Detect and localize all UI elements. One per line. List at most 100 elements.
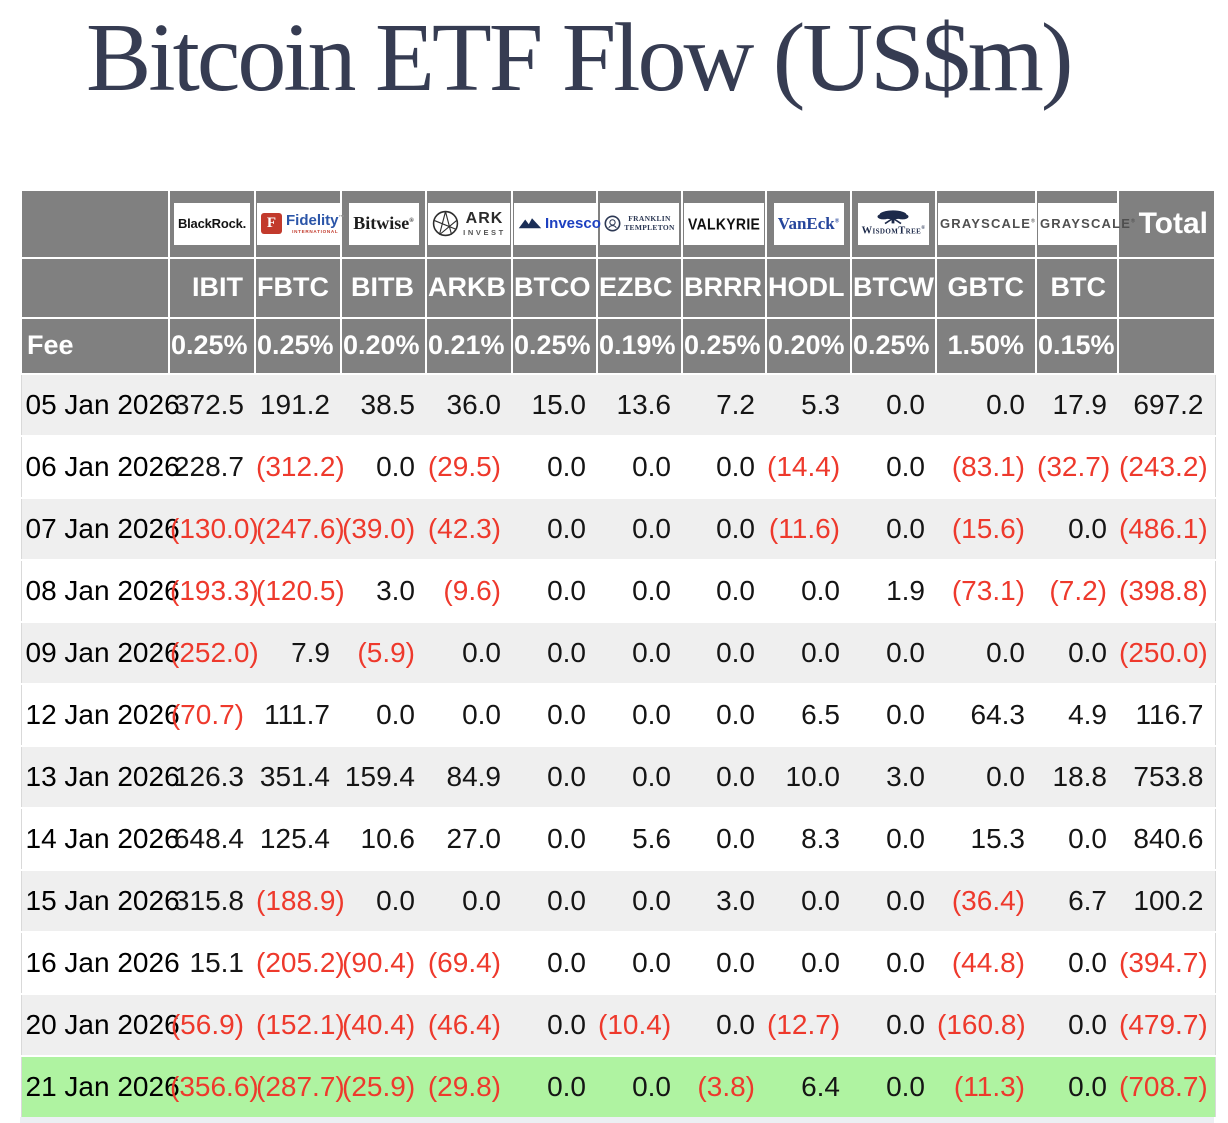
table-row: 08 Jan 2026 (193.3) (120.5) 3.0 (9.6) 0.0 0.0 0… [20,558,1216,622]
fee-cell: 0.20% [340,316,427,375]
flow-value-cell: 0.0 [682,806,766,870]
ark-circle-icon [432,210,459,237]
table-row: 21 Jan 2026 (356.6) (287.7) (25.9) (29.8) 0.0… [20,1054,1216,1117]
flow-value-cell: 351.4 [255,744,341,808]
total-column-header: Total [1117,188,1216,259]
etf-flow-table: BlackRock. F Fidelity™ INTERNATIONAL Bitwise… [20,188,1216,1117]
wisdomtree-tree-icon [877,210,909,225]
flow-value-cell: 0.0 [682,744,766,808]
flow-value-cell: (36.4) [936,868,1036,932]
flow-value-cell: 0.0 [426,868,512,932]
flow-value-cell: 10.6 [341,806,426,870]
issuer-logo-cell: FRANKLIN TEMPLETON [596,188,683,259]
ticker-cell: EZBC [596,256,683,319]
flow-value-cell: (356.6) [169,1054,259,1117]
flow-value-cell: (193.3) [169,558,259,622]
fee-row-total-blank [1117,316,1216,375]
flow-value-cell: 0.0 [597,930,682,994]
table-row: 14 Jan 2026 648.4 125.4 10.6 27.0 0.0 5.6 0.0 8.… [20,806,1216,870]
total-value-cell: 116.7 [1118,682,1216,746]
flow-value-cell: 0.0 [851,868,936,932]
table-row: 05 Jan 2026 372.5 191.2 38.5 36.0 15.0 13.6 7.2… [20,372,1216,436]
franklin-seal-icon [604,215,621,232]
flow-value-cell: (152.1) [255,992,345,1056]
date-cell: 06 Jan 2026 [20,434,180,498]
flow-value-cell: 0.0 [1036,496,1118,560]
flow-value-cell: 0.0 [851,806,936,870]
issuer-logo-box: FRANKLIN TEMPLETON [600,202,679,245]
ticker-cell: ARKB [425,256,513,319]
issuer-logo-box: Invesco [514,202,605,245]
flow-value-cell: 191.2 [255,372,341,436]
flow-value-cell: (10.4) [597,992,682,1056]
flow-value-cell: (90.4) [341,930,426,994]
flow-value-cell: (25.9) [341,1054,426,1117]
flow-value-cell: 13.6 [597,372,682,436]
issuer-logo-cell: BlackRock. [168,188,256,259]
table-row: 13 Jan 2026 126.3 351.4 159.4 84.9 0.0 0.0 0.0 1… [20,744,1216,808]
flow-value-cell: 6.4 [766,1054,851,1117]
flow-value-cell: 0.0 [426,620,512,684]
fee-row: Fee 0.25% 0.25% 0.20% 0.21% 0.25% 0.19% 0.25% 0.… [20,316,1216,375]
flow-value-cell: 0.0 [512,558,597,622]
issuer-logo-cell: VanEck® [765,188,852,259]
table-header: BlackRock. F Fidelity™ INTERNATIONAL Bitwise… [20,188,1216,375]
total-value-cell: (398.8) [1118,558,1216,622]
flow-value-cell: 0.0 [512,868,597,932]
flow-value-cell: (11.3) [936,1054,1036,1117]
flow-value-cell: 10.0 [766,744,851,808]
flow-value-cell: 84.9 [426,744,512,808]
flow-value-cell: 0.0 [766,930,851,994]
flow-value-cell: 0.0 [597,496,682,560]
flow-value-cell: 5.3 [766,372,851,436]
flow-value-cell: 0.0 [682,620,766,684]
ticker-cell: GBTC [935,256,1037,319]
date-cell: 14 Jan 2026 [20,806,180,870]
fee-cell: 0.21% [425,316,513,375]
flow-value-cell: (247.6) [255,496,345,560]
flow-value-cell: 0.0 [512,744,597,808]
table-row: 06 Jan 2026 228.7 (312.2) 0.0 (29.5) 0.0 0.0 0.… [20,434,1216,498]
total-value-cell: (394.7) [1118,930,1216,994]
issuer-logo-box: Bitwise® [348,202,419,245]
flow-value-cell: 0.0 [512,682,597,746]
flow-value-cell: 27.0 [426,806,512,870]
flow-value-cell: 125.4 [255,806,341,870]
fidelity-f-icon: F [261,213,282,235]
flow-value-cell: (40.4) [341,992,426,1056]
grayscale-logo: GRAYSCALE® [939,216,1037,232]
flow-value-cell: (14.4) [766,434,851,498]
flow-value-cell: (120.5) [255,558,345,622]
flow-value-cell: 6.7 [1036,868,1118,932]
flow-value-cell: (69.4) [426,930,512,994]
flow-value-cell: (29.8) [426,1054,512,1117]
total-value-cell: 753.8 [1118,744,1216,808]
flow-value-cell: 0.0 [1036,930,1118,994]
flow-value-cell: (29.5) [426,434,512,498]
flow-value-cell: 64.3 [936,682,1036,746]
flow-value-cell: 0.0 [851,496,936,560]
flow-value-cell: 0.0 [597,558,682,622]
flow-value-cell: 0.0 [766,558,851,622]
flow-value-cell: 15.0 [512,372,597,436]
flow-value-cell: (312.2) [255,434,345,498]
corner-cell [20,188,170,259]
flow-value-cell: 8.3 [766,806,851,870]
table-row: 15 Jan 2026 315.8 (188.9) 0.0 0.0 0.0 0.0 3.0 0.… [20,868,1216,932]
flow-value-cell: 0.0 [597,682,682,746]
flow-value-cell: 0.0 [851,682,936,746]
flow-value-cell: 0.0 [936,372,1036,436]
total-value-cell: (250.0) [1118,620,1216,684]
flow-value-cell: (130.0) [169,496,259,560]
flow-value-cell: 7.2 [682,372,766,436]
date-cell: 15 Jan 2026 [20,868,180,932]
vaneck-logo: VanEck® [777,213,840,233]
flow-value-cell: (32.7) [1036,434,1118,498]
flow-value-cell: 0.0 [597,1054,682,1117]
flow-value-cell: (160.8) [936,992,1036,1056]
page-title: Bitcoin ETF Flow (US$m) [86,4,1074,112]
flow-value-cell: (12.7) [766,992,851,1056]
flow-value-cell: 0.0 [851,992,936,1056]
flow-value-cell: 15.1 [169,930,255,994]
fee-cell: 0.25% [850,316,937,375]
